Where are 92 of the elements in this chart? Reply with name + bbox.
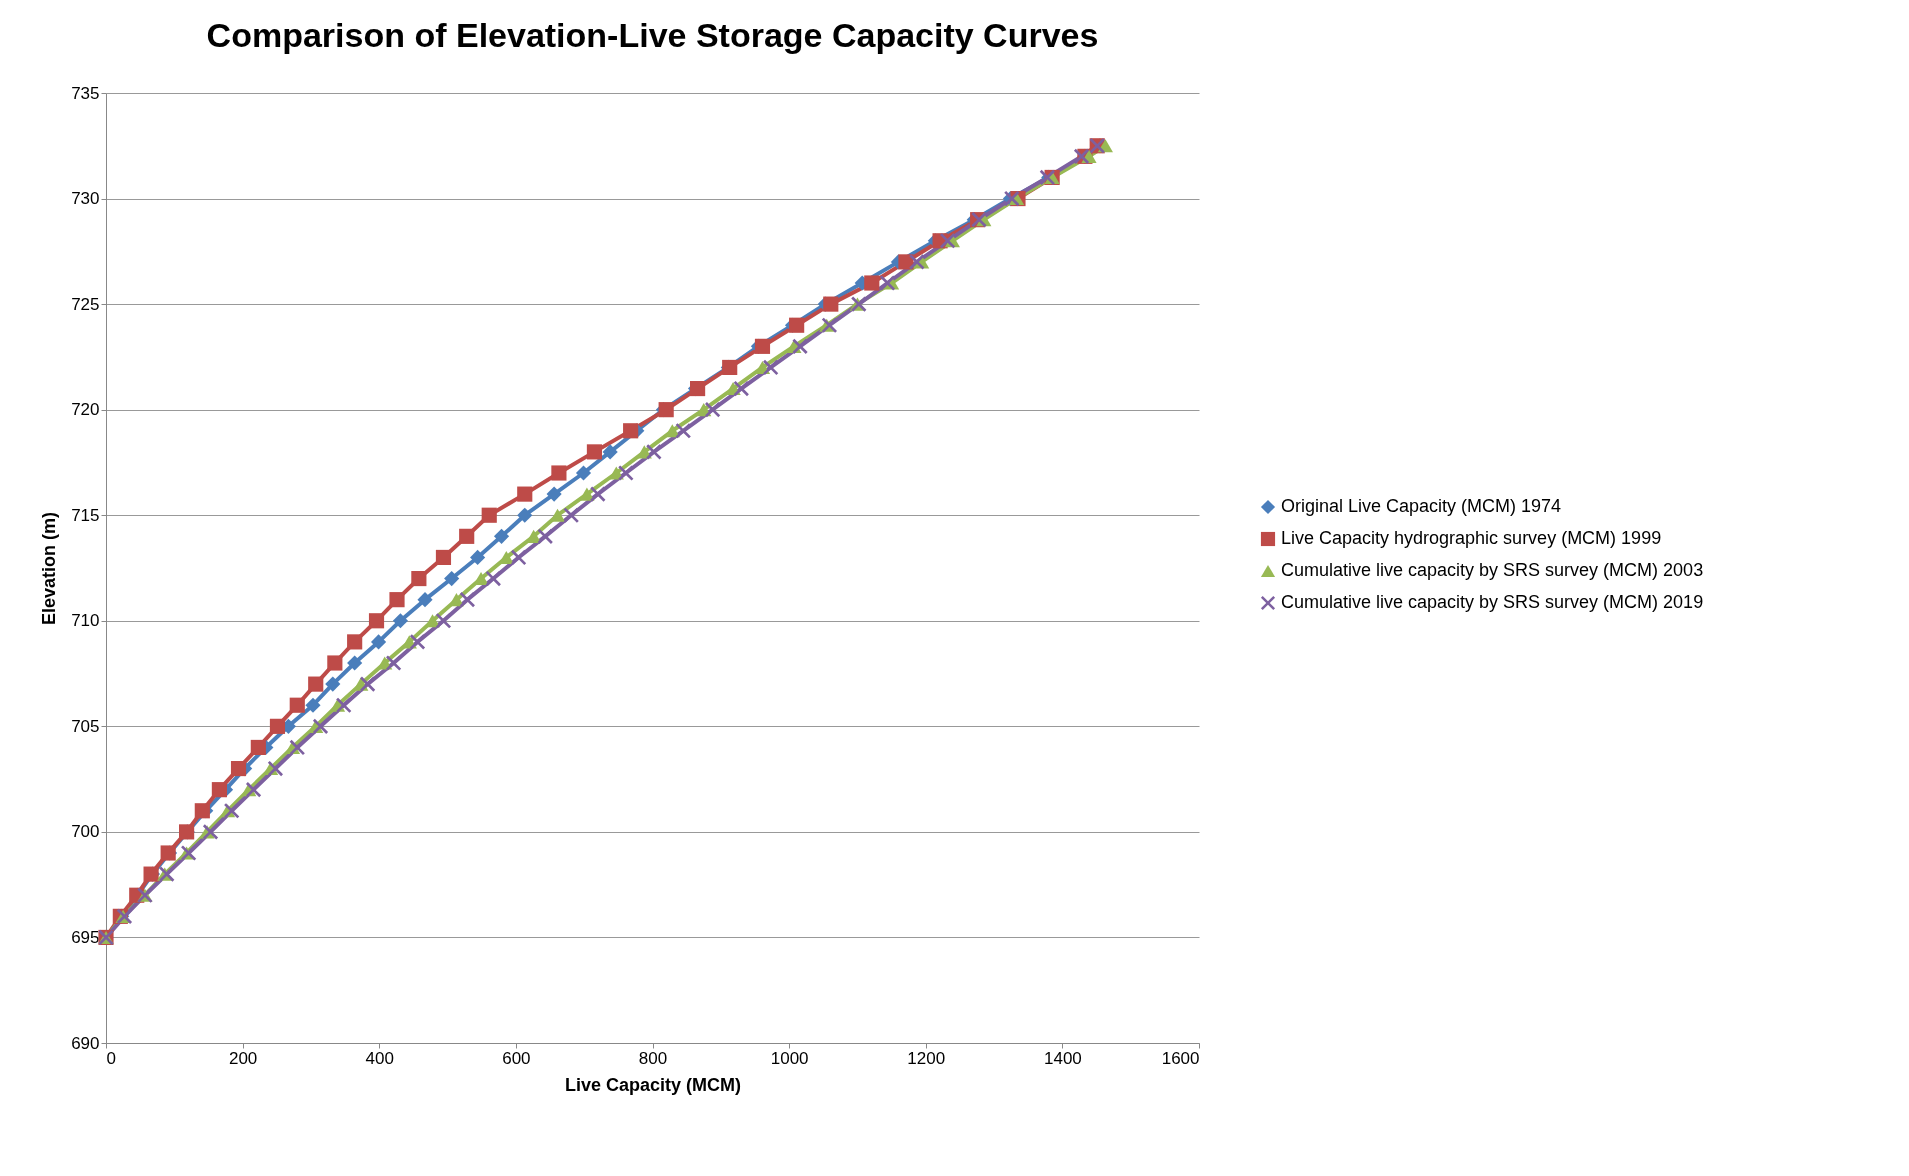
y-tick-label: 725	[71, 294, 100, 314]
point	[789, 317, 805, 333]
chart-title: Comparison of Elevation-Live Storage Capacity Curves	[206, 16, 1099, 54]
point	[754, 338, 771, 354]
point	[289, 739, 305, 756]
point	[864, 275, 880, 291]
x-tick-label: 1600	[1161, 1048, 1200, 1068]
point	[289, 697, 305, 713]
point	[411, 570, 427, 587]
point	[602, 444, 618, 460]
point	[392, 613, 409, 629]
point	[327, 655, 343, 671]
point	[526, 529, 542, 543]
x-tick-label: 1400	[1043, 1048, 1082, 1068]
point	[586, 444, 603, 460]
point	[940, 233, 956, 249]
y-tick-label: 715	[71, 505, 100, 525]
point	[493, 528, 510, 544]
point	[763, 359, 779, 376]
point	[312, 718, 329, 734]
legend-label: Original Live Capacity (MCM) 1974	[1281, 496, 1562, 516]
point	[1073, 148, 1090, 164]
point	[792, 338, 808, 354]
point	[245, 782, 262, 798]
point	[202, 824, 219, 840]
point	[485, 570, 501, 587]
point	[470, 549, 486, 566]
y-tick-label: 690	[71, 1033, 100, 1053]
x-axis-title: Live Capacity (MCM)	[564, 1074, 742, 1095]
x-tick-label: 600	[502, 1048, 531, 1068]
y-tick-label: 735	[71, 83, 100, 103]
point	[308, 676, 324, 692]
point	[517, 507, 533, 523]
point	[623, 423, 639, 439]
point	[386, 655, 402, 671]
y-tick-label: 695	[71, 927, 100, 947]
point	[459, 528, 475, 544]
x-tick-label: 1000	[770, 1048, 809, 1068]
point	[481, 507, 497, 523]
point	[563, 507, 579, 523]
point	[909, 254, 925, 270]
y-tick-label: 705	[71, 716, 100, 736]
point	[579, 487, 595, 501]
point	[517, 486, 533, 502]
point	[537, 528, 553, 544]
point	[389, 592, 405, 608]
point	[590, 486, 606, 502]
point	[705, 402, 721, 418]
point	[733, 380, 749, 397]
point	[409, 634, 426, 650]
point	[444, 570, 460, 587]
point	[575, 465, 592, 481]
point	[368, 613, 385, 629]
point	[230, 760, 247, 777]
point	[325, 676, 341, 692]
x-tick-label: 800	[638, 1048, 668, 1068]
point	[551, 465, 567, 481]
y-axis-title: Elevation (m)	[39, 511, 60, 626]
point	[546, 486, 562, 502]
x-tick-label: 1200	[907, 1048, 946, 1068]
point	[823, 296, 839, 312]
y-tick-label: 730	[71, 189, 100, 209]
y-tick-label: 700	[71, 822, 100, 842]
point	[269, 718, 286, 734]
point	[360, 676, 376, 692]
point	[435, 613, 452, 629]
point	[211, 782, 227, 798]
point	[879, 275, 896, 291]
point	[473, 571, 489, 586]
point	[224, 803, 240, 819]
point	[511, 549, 527, 566]
point	[646, 444, 662, 460]
x-tick-label: 400	[365, 1048, 394, 1068]
legend-label: Cumulative live capacity by SRS survey (MCM) 2003	[1281, 560, 1704, 580]
point	[459, 592, 475, 608]
point	[675, 423, 691, 439]
point	[618, 465, 634, 481]
point	[347, 655, 363, 671]
x-tick-label: 0	[106, 1048, 116, 1068]
point	[347, 634, 363, 650]
legend-label: Cumulative live capacity by SRS survey (MCM) 2019	[1281, 592, 1704, 612]
y-tick-label: 710	[71, 611, 100, 631]
point	[250, 739, 266, 756]
point	[370, 634, 387, 650]
point	[267, 760, 283, 777]
y-tick-label: 720	[71, 400, 100, 420]
point	[336, 697, 352, 713]
legend-label: Live Capacity hydrographic survey (MCM) 1999	[1281, 528, 1662, 548]
point	[417, 592, 433, 608]
point	[435, 549, 452, 566]
x-tick-label: 200	[228, 1048, 258, 1068]
point	[305, 697, 321, 713]
